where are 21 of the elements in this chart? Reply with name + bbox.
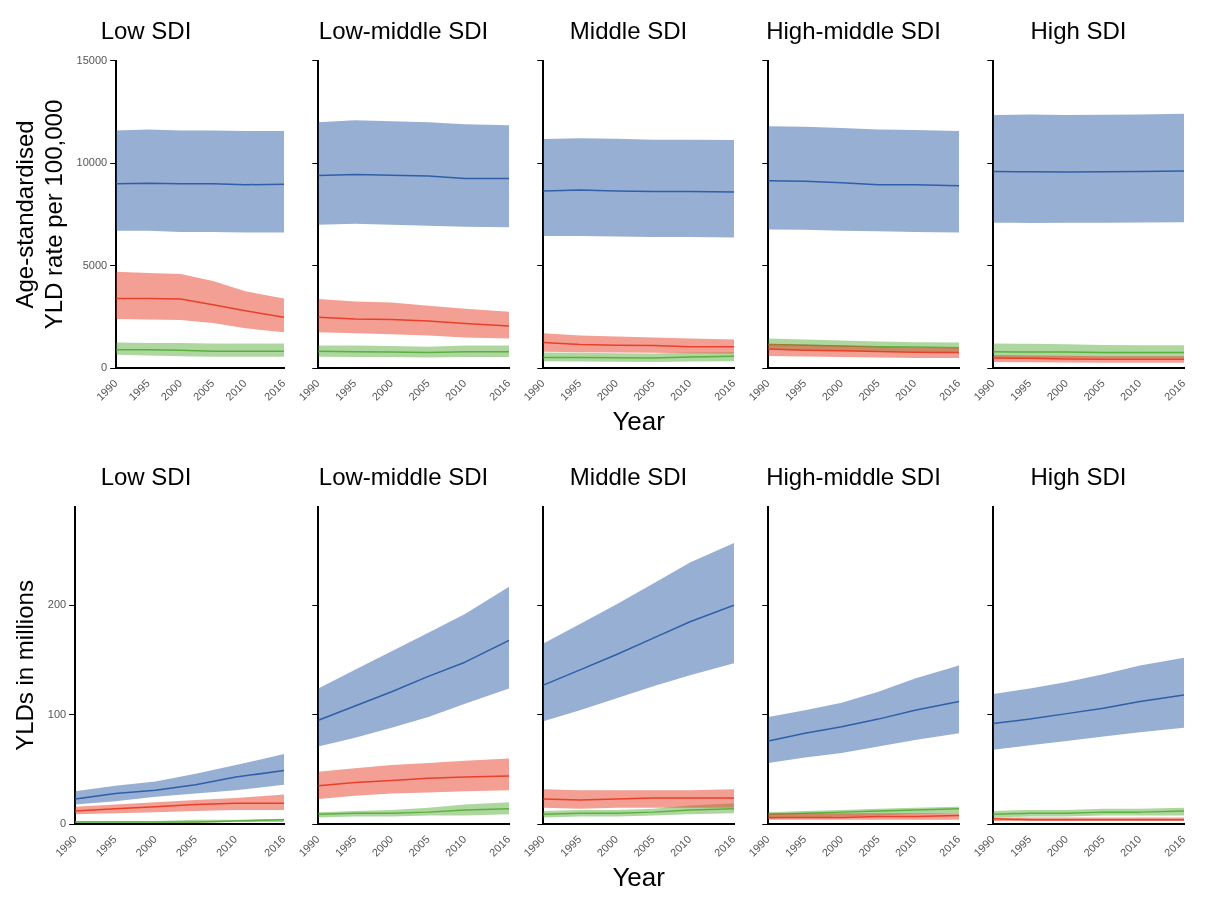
y-tick-label: 5000 (82, 258, 108, 271)
y-tick-label: 10000 (76, 156, 108, 169)
chart-title: High SDI (1030, 17, 1127, 45)
chart-title: Low SDI (100, 463, 192, 491)
chart-title: Middle SDI (569, 463, 688, 491)
chart-title: Low-middle SDI (318, 463, 489, 491)
x-axis-title: Year (612, 861, 666, 892)
chart-title: High-middle SDI (766, 17, 941, 45)
y-axis-title: YLDs in millions (11, 580, 39, 751)
chart-title: Middle SDI (569, 17, 688, 45)
y-tick-label: 0 (60, 817, 67, 830)
y-tick-label: 0 (101, 361, 108, 374)
y-tick-label: 200 (47, 598, 67, 611)
chart-title: Low-middle SDI (318, 17, 489, 45)
y-tick-label: 100 (47, 707, 67, 720)
y-axis-title: Age-standardised YLD rate per 100,000 (11, 99, 67, 330)
chart-title: Low SDI (100, 17, 192, 45)
x-axis-title: Year (612, 405, 666, 436)
chart-title: High SDI (1030, 463, 1127, 491)
chart-title: High-middle SDI (766, 463, 941, 491)
y-tick-label: 15000 (76, 53, 108, 66)
